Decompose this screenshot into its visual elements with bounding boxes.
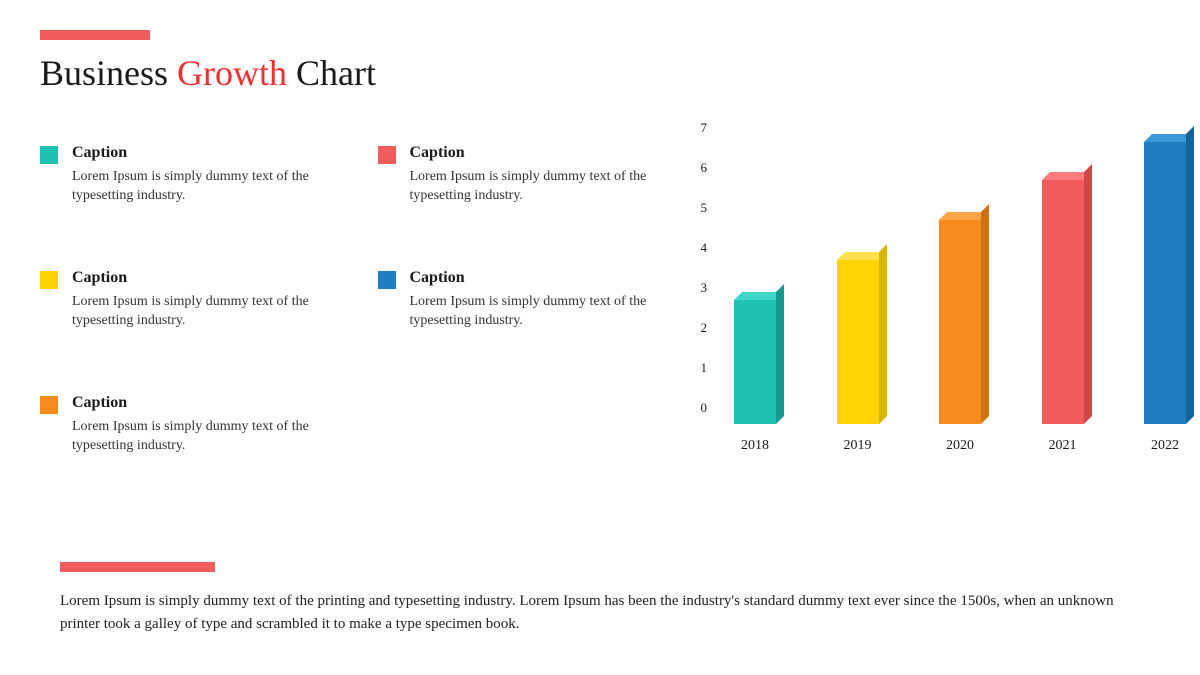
bar-front — [837, 260, 879, 424]
x-label: 2022 — [1135, 438, 1195, 454]
caption-heading: Caption — [410, 144, 656, 162]
bar-front — [939, 220, 981, 424]
caption-body: Lorem Ipsum is simply dummy text of the … — [410, 293, 656, 331]
bar-side — [1084, 164, 1092, 424]
bar-front — [1042, 180, 1084, 424]
caption-body: Lorem Ipsum is simply dummy text of the … — [72, 418, 318, 456]
main-row: Caption Lorem Ipsum is simply dummy text … — [40, 144, 1160, 474]
x-label: 2018 — [725, 438, 785, 454]
caption-swatch — [378, 271, 396, 289]
caption-heading: Caption — [410, 269, 656, 287]
bar — [939, 220, 981, 424]
bar-front — [734, 300, 776, 424]
bar-slot — [1135, 142, 1195, 424]
bar-slot — [725, 300, 785, 424]
caption-item: Caption Lorem Ipsum is simply dummy text … — [40, 144, 318, 224]
caption-swatch — [378, 146, 396, 164]
page-title: Business Growth Chart — [40, 52, 1160, 94]
caption-item: Caption Lorem Ipsum is simply dummy text … — [378, 144, 656, 224]
caption-text: Caption Lorem Ipsum is simply dummy text … — [72, 269, 318, 349]
bar-side — [1186, 126, 1194, 424]
bar-front — [1144, 142, 1186, 424]
caption-text: Caption Lorem Ipsum is simply dummy text … — [72, 144, 318, 224]
title-accent-bar — [40, 30, 150, 40]
caption-item: Caption Lorem Ipsum is simply dummy text … — [40, 394, 318, 474]
bar — [837, 260, 879, 424]
bars-row — [725, 144, 1195, 424]
bar-slot — [930, 220, 990, 424]
title-word-1: Growth — [177, 53, 287, 93]
caption-heading: Caption — [72, 144, 318, 162]
bar — [1144, 142, 1186, 424]
bar-side — [879, 244, 887, 424]
caption-heading: Caption — [72, 394, 318, 412]
bar-side — [776, 284, 784, 424]
title-word-0: Business — [40, 53, 168, 93]
caption-body: Lorem Ipsum is simply dummy text of the … — [72, 293, 318, 331]
caption-text: Caption Lorem Ipsum is simply dummy text … — [410, 269, 656, 349]
y-tick: 7 — [687, 120, 707, 136]
bar-side — [981, 204, 989, 424]
caption-body: Lorem Ipsum is simply dummy text of the … — [72, 168, 318, 206]
caption-text: Caption Lorem Ipsum is simply dummy text … — [72, 394, 318, 474]
footer: Lorem Ipsum is simply dummy text of the … — [60, 562, 1140, 635]
footer-text: Lorem Ipsum is simply dummy text of the … — [60, 590, 1140, 635]
y-tick: 3 — [687, 280, 707, 296]
y-tick: 2 — [687, 320, 707, 336]
bar — [1042, 180, 1084, 424]
captions-grid: Caption Lorem Ipsum is simply dummy text … — [40, 144, 655, 474]
bar-slot — [1033, 180, 1093, 424]
y-tick: 1 — [687, 360, 707, 376]
caption-body: Lorem Ipsum is simply dummy text of the … — [410, 168, 656, 206]
chart-plot-area: 01234567 — [715, 144, 1195, 424]
x-label: 2021 — [1033, 438, 1093, 454]
bar-chart: 01234567 20182019202020212022 — [675, 144, 1160, 474]
x-label: 2019 — [828, 438, 888, 454]
caption-item: Caption Lorem Ipsum is simply dummy text … — [40, 269, 318, 349]
y-tick: 4 — [687, 240, 707, 256]
caption-swatch — [40, 396, 58, 414]
footer-accent-bar — [60, 562, 215, 572]
y-tick: 0 — [687, 400, 707, 416]
caption-swatch — [40, 146, 58, 164]
x-label: 2020 — [930, 438, 990, 454]
caption-text: Caption Lorem Ipsum is simply dummy text … — [410, 144, 656, 224]
bar — [734, 300, 776, 424]
caption-swatch — [40, 271, 58, 289]
y-tick: 5 — [687, 200, 707, 216]
title-word-2: Chart — [296, 53, 376, 93]
caption-item: Caption Lorem Ipsum is simply dummy text … — [378, 269, 656, 349]
x-axis-labels: 2018 2019 2020 2021 2022 — [725, 438, 1195, 454]
caption-heading: Caption — [72, 269, 318, 287]
bar-slot — [828, 260, 888, 424]
y-tick: 6 — [687, 160, 707, 176]
